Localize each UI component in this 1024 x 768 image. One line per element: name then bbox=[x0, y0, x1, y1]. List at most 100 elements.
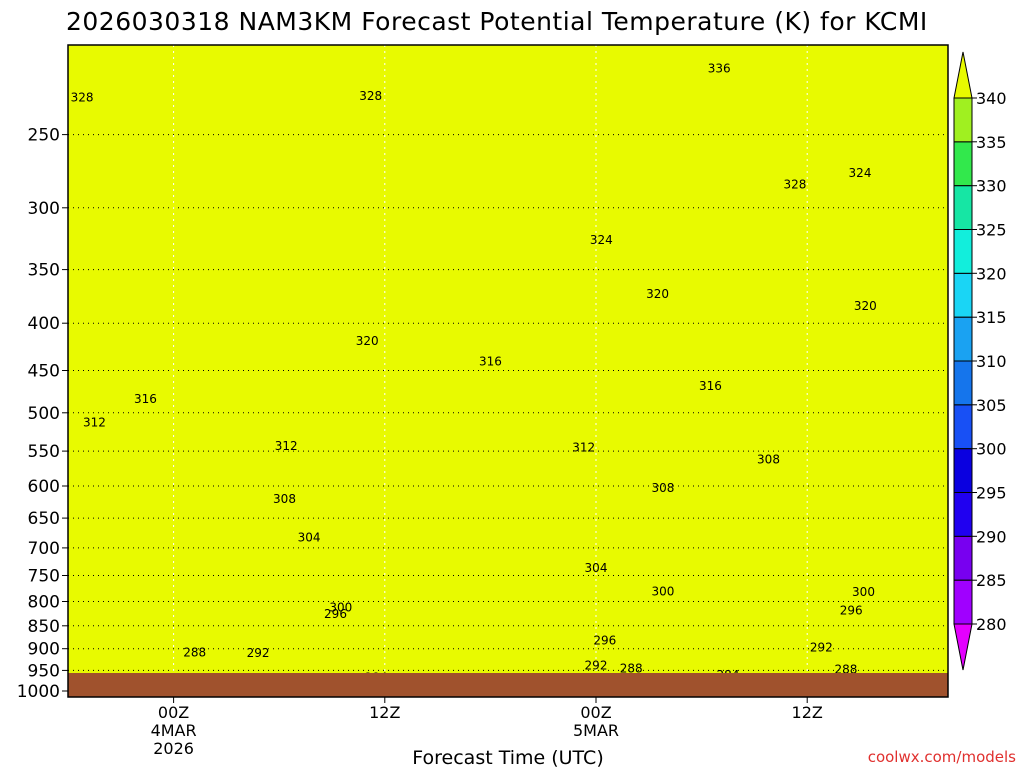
colorbar-swatch bbox=[953, 97, 973, 143]
colorbar-swatch bbox=[953, 492, 973, 537]
y-tick-label: 650 bbox=[28, 509, 60, 529]
y-tick-label: 600 bbox=[28, 477, 60, 497]
contour-label: 304 bbox=[585, 561, 608, 575]
x-tick-label: 12Z bbox=[792, 703, 823, 722]
theta-band bbox=[68, 697, 948, 703]
colorbar-swatch bbox=[953, 535, 973, 581]
y-tick-label: 800 bbox=[28, 593, 60, 613]
contour-label: 320 bbox=[356, 334, 379, 348]
theta-band bbox=[68, 697, 948, 703]
colorbar-label: 290 bbox=[976, 527, 1007, 546]
colorbar-swatch bbox=[953, 579, 973, 625]
theta-band bbox=[68, 697, 948, 703]
x-tick-label: 5MAR bbox=[573, 721, 619, 740]
contour-label: 288 bbox=[183, 645, 206, 659]
colorbar-swatch bbox=[953, 185, 973, 230]
colorbar-swatch bbox=[953, 360, 973, 406]
contour-label: 328 bbox=[359, 89, 382, 103]
theta-band bbox=[68, 697, 948, 703]
theta-band bbox=[68, 697, 948, 703]
y-tick-label: 550 bbox=[28, 442, 60, 462]
chart-title: 2026030318 NAM3KM Forecast Potential Tem… bbox=[66, 7, 928, 36]
colorbar-label: 315 bbox=[976, 308, 1007, 327]
contour-label: 316 bbox=[699, 379, 722, 393]
contour-label: 312 bbox=[572, 440, 595, 454]
y-tick-label: 250 bbox=[28, 126, 60, 146]
contour-label: 308 bbox=[273, 492, 296, 506]
colorbar-label: 330 bbox=[976, 177, 1007, 196]
theta-band-top bbox=[68, 45, 948, 697]
colorbar-label: 300 bbox=[976, 440, 1007, 459]
contour-label: 308 bbox=[757, 453, 780, 467]
x-tick-label: 12Z bbox=[369, 703, 400, 722]
contour-label: 300 bbox=[852, 585, 875, 599]
y-tick-label: 1000 bbox=[17, 682, 60, 702]
theta-band bbox=[68, 697, 948, 703]
contour-label: 300 bbox=[329, 600, 352, 614]
colorbar: 280 285 290 295 300 305 310 315 320 325 330 335 340 bbox=[953, 51, 1007, 671]
contour-labels: 328 328 336 328 324 324 320 320 320 316 316 316 312 3… bbox=[71, 61, 877, 684]
contour-label: 292 bbox=[585, 658, 608, 672]
y-tick-label: 900 bbox=[28, 640, 60, 660]
colorbar-min-arrow bbox=[953, 623, 973, 671]
colorbar-label: 280 bbox=[976, 615, 1007, 634]
x-tick-label: 2026 bbox=[153, 739, 194, 758]
contour-label: 316 bbox=[479, 355, 502, 369]
colorbar-swatch bbox=[953, 272, 973, 318]
y-tick-label: 950 bbox=[28, 661, 60, 681]
y-tick-label: 700 bbox=[28, 539, 60, 559]
theta-band bbox=[68, 697, 948, 703]
colorbar-label: 340 bbox=[976, 89, 1007, 108]
y-tick-label: 850 bbox=[28, 617, 60, 637]
contour-label: 300 bbox=[651, 584, 674, 598]
x-tick-label: 00Z bbox=[580, 703, 611, 722]
y-tick-label: 350 bbox=[28, 261, 60, 281]
contour-label: 292 bbox=[810, 640, 833, 654]
theta-band bbox=[68, 697, 948, 703]
theta-band bbox=[68, 697, 948, 703]
ground-surface bbox=[68, 673, 948, 697]
colorbar-label: 310 bbox=[976, 352, 1007, 371]
y-tick-label: 400 bbox=[28, 314, 60, 334]
colorbar-label: 305 bbox=[976, 396, 1007, 415]
contour-label: 328 bbox=[71, 91, 94, 105]
contour-label: 292 bbox=[247, 646, 270, 660]
theta-band bbox=[68, 697, 948, 703]
filled-contours bbox=[68, 45, 948, 703]
theta-band bbox=[68, 697, 948, 703]
theta-band bbox=[68, 697, 948, 703]
contour-label: 320 bbox=[646, 287, 669, 301]
colorbar-swatch bbox=[953, 229, 973, 274]
theta-band bbox=[68, 697, 948, 703]
plot-area: 328 328 336 328 324 324 320 320 320 316 316 316 312 3… bbox=[68, 45, 948, 703]
colorbar-label: 320 bbox=[976, 264, 1007, 283]
x-tick-label: 4MAR bbox=[151, 721, 197, 740]
y-axis-ticks: 250 300 350 400 450 500 550 600 650 700 750 800 850 9… bbox=[17, 126, 68, 702]
colorbar-label: 325 bbox=[976, 221, 1007, 240]
contour-label: 312 bbox=[83, 415, 106, 429]
colorbar-max-arrow bbox=[953, 51, 973, 99]
contour-label: 296 bbox=[324, 607, 347, 621]
colorbar-label: 335 bbox=[976, 133, 1007, 152]
theta-band bbox=[68, 697, 948, 703]
colorbar-swatch bbox=[953, 448, 973, 494]
contour-label: 296 bbox=[593, 634, 616, 648]
contour-label: 304 bbox=[298, 530, 321, 544]
colorbar-swatch bbox=[953, 141, 973, 187]
x-tick-label: 00Z bbox=[158, 703, 189, 722]
contour-label: 296 bbox=[840, 603, 863, 617]
theta-band bbox=[68, 697, 948, 703]
colorbar-label: 295 bbox=[976, 484, 1007, 503]
contour-label: 312 bbox=[275, 439, 298, 453]
contour-label: 316 bbox=[134, 392, 157, 406]
y-tick-label: 300 bbox=[28, 199, 60, 219]
contour-label: 288 bbox=[620, 661, 643, 675]
contour-label: 328 bbox=[783, 177, 806, 191]
contour-label: 336 bbox=[708, 61, 731, 75]
colorbar-swatch bbox=[953, 316, 973, 362]
colorbar-label: 285 bbox=[976, 571, 1007, 590]
credit-link[interactable]: coolwx.com/models bbox=[868, 748, 1016, 766]
theta-band bbox=[68, 697, 948, 703]
